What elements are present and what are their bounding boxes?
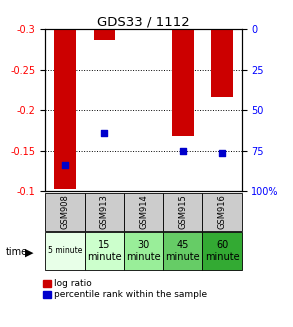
Legend: log ratio, percentile rank within the sample: log ratio, percentile rank within the sa…	[42, 279, 207, 300]
Text: ▶: ▶	[25, 248, 33, 257]
Bar	[172, 29, 194, 136]
Text: 5 minute: 5 minute	[48, 247, 82, 255]
Text: 45
minute: 45 minute	[166, 240, 200, 262]
Bar	[45, 193, 85, 231]
Bar	[85, 193, 124, 231]
Bar	[163, 193, 202, 231]
Bar	[124, 232, 163, 270]
Text: 60
minute: 60 minute	[205, 240, 239, 262]
Title: GDS33 / 1112: GDS33 / 1112	[97, 15, 190, 28]
Text: 15
minute: 15 minute	[87, 240, 122, 262]
Bar	[163, 232, 202, 270]
Bar	[202, 193, 242, 231]
Bar	[45, 232, 85, 270]
Text: GSM908: GSM908	[61, 194, 69, 229]
Point	[63, 163, 67, 168]
Bar	[93, 29, 115, 40]
Bar	[211, 29, 233, 96]
Bar	[54, 29, 76, 189]
Bar	[85, 232, 124, 270]
Point	[102, 130, 107, 136]
Text: 30
minute: 30 minute	[126, 240, 161, 262]
Text: GSM916: GSM916	[218, 194, 226, 229]
Text: GSM914: GSM914	[139, 194, 148, 229]
Bar	[124, 193, 163, 231]
Text: GSM915: GSM915	[178, 194, 187, 229]
Point	[180, 148, 185, 153]
Text: GSM913: GSM913	[100, 194, 109, 229]
Text: time: time	[6, 248, 28, 257]
Point	[220, 151, 224, 156]
Bar	[202, 232, 242, 270]
